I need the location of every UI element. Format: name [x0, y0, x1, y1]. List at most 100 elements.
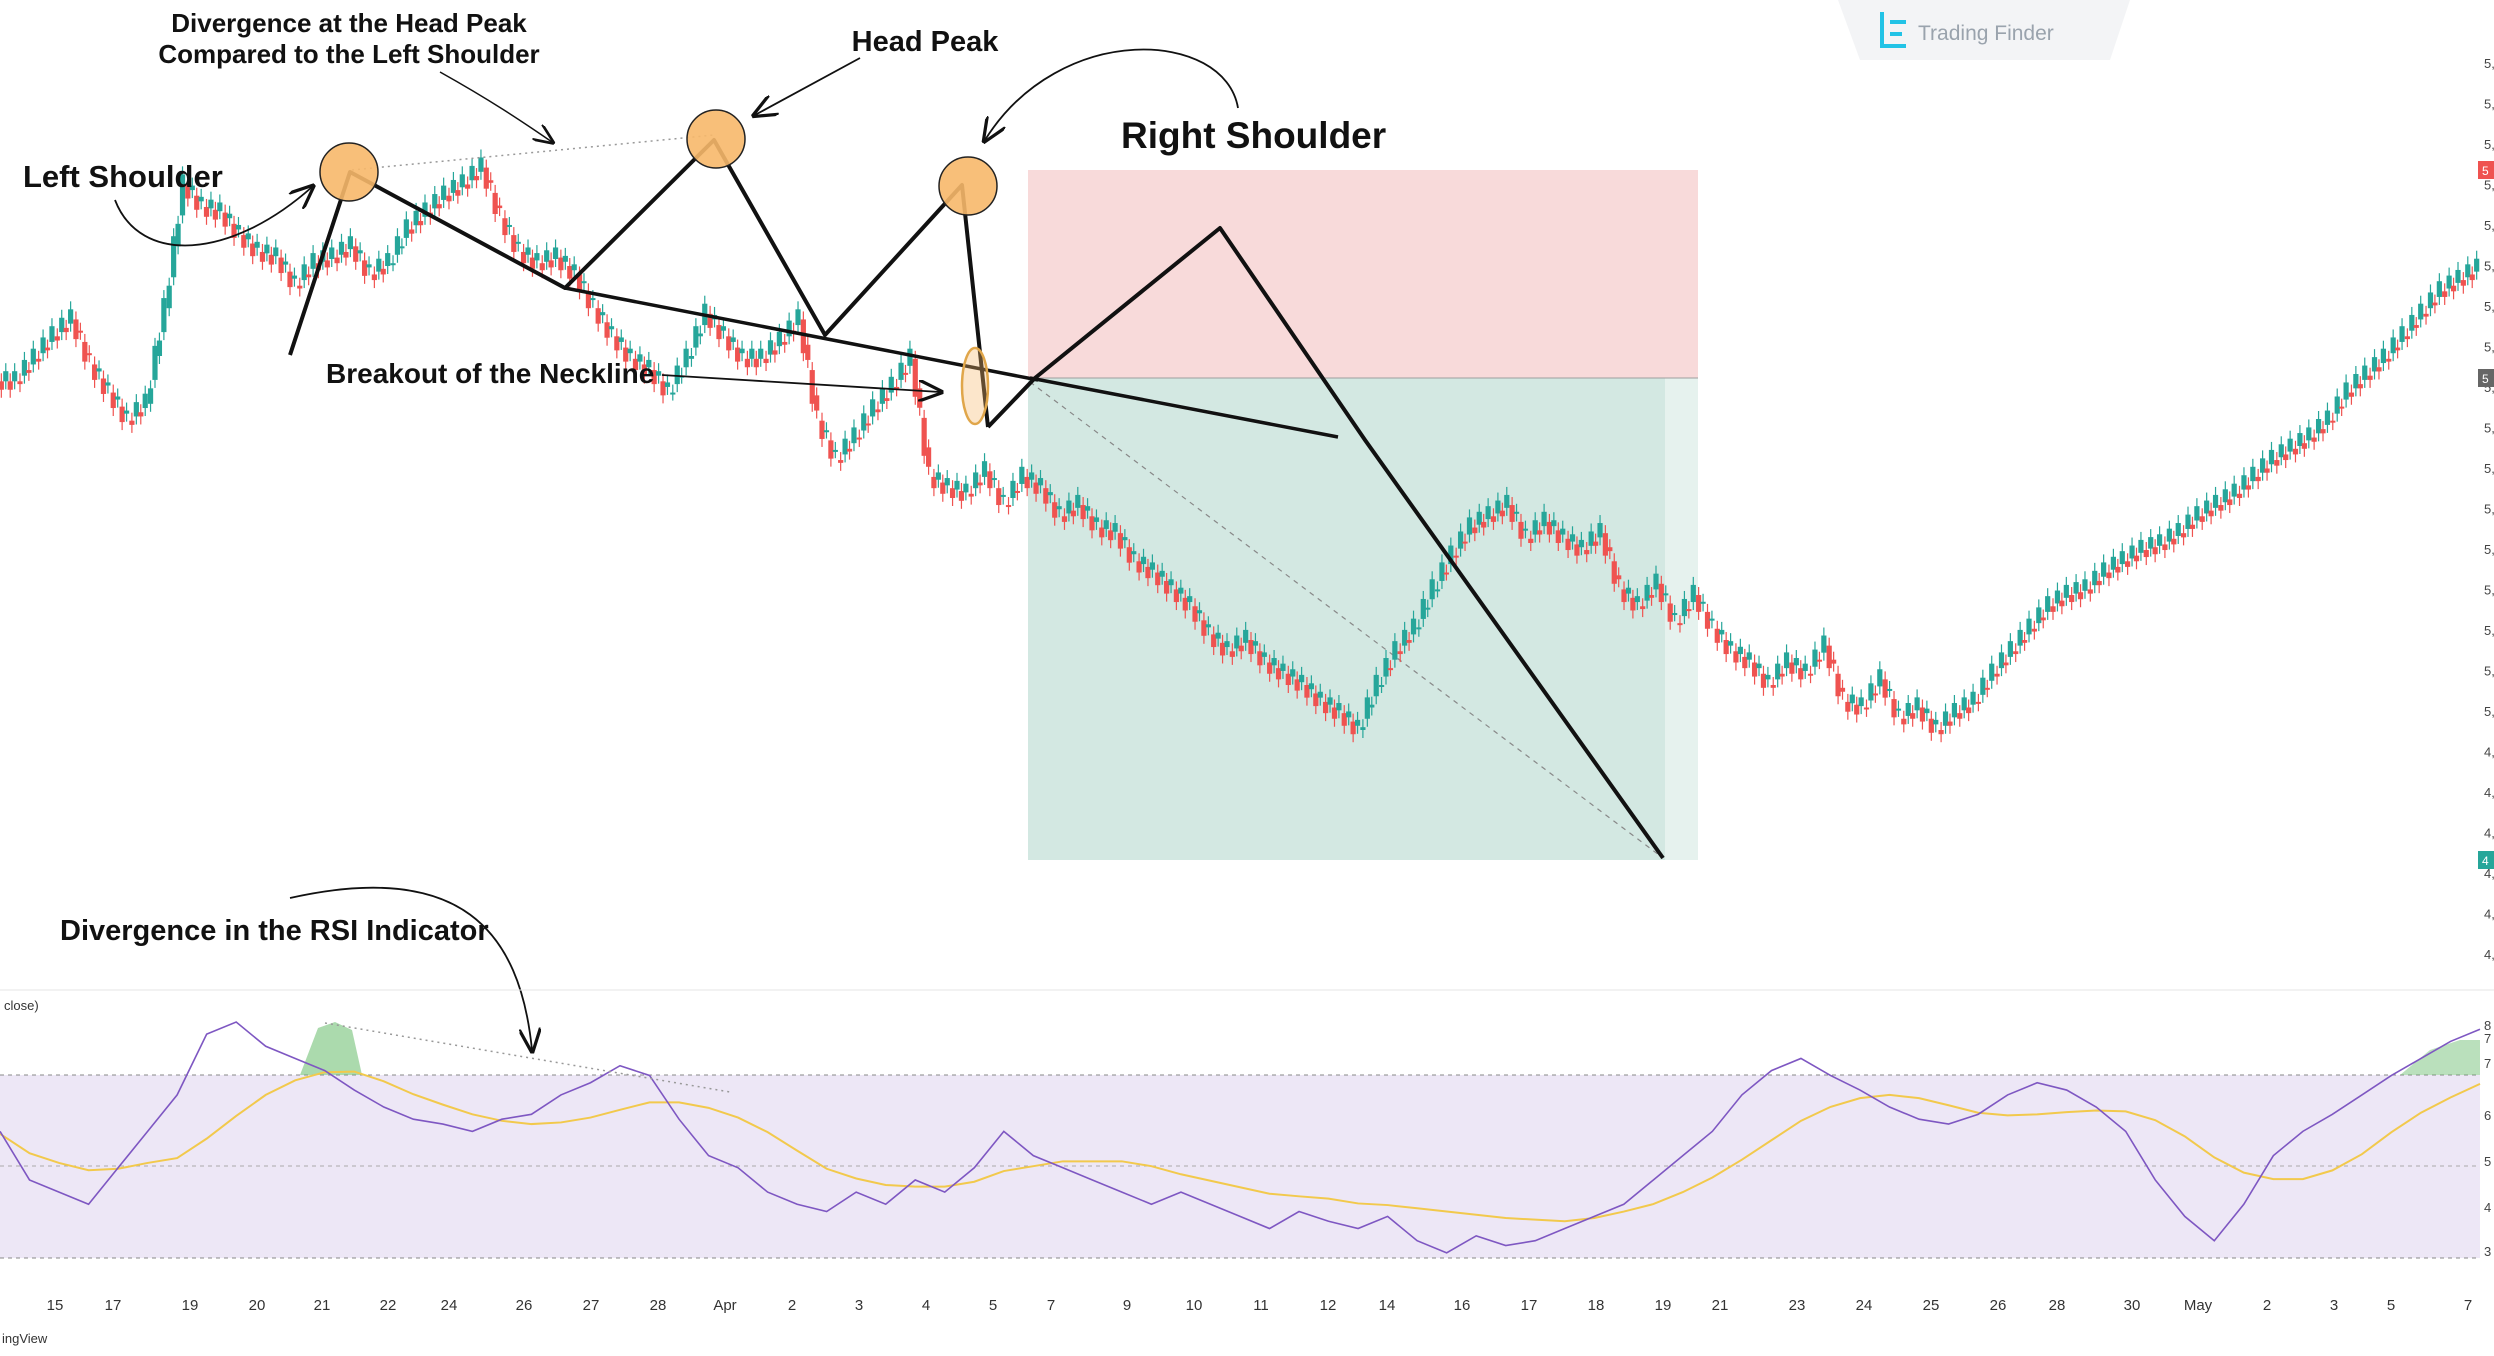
- right-peak-arrow: [985, 48, 1239, 140]
- candle-body: [907, 348, 913, 366]
- time-tick-label: 27: [583, 1297, 600, 1314]
- candle-body: [1019, 466, 1025, 484]
- candle-body: [525, 247, 531, 255]
- candle-body: [2330, 420, 2336, 423]
- candle-body: [1443, 572, 1449, 575]
- candle-body: [2082, 579, 2088, 591]
- time-tick-label: 14: [1379, 1297, 1396, 1314]
- time-tick-label: 12: [1320, 1297, 1337, 1314]
- time-tick-label: 21: [314, 1297, 331, 1314]
- candle-body: [1453, 555, 1459, 558]
- time-tick-label: 24: [441, 1297, 458, 1314]
- divergence-label-line1: Divergence at the Head Peak: [171, 8, 527, 38]
- candle-body: [2092, 570, 2098, 586]
- candle-body: [735, 347, 741, 362]
- candle-body: [1914, 697, 1920, 711]
- time-tick-label: 7: [2464, 1297, 2472, 1314]
- price-tick-label: 4,: [2484, 907, 2494, 922]
- candle-body: [1341, 713, 1347, 726]
- candle-body: [567, 266, 573, 279]
- candle-body: [1574, 544, 1580, 556]
- candle-body: [268, 254, 274, 265]
- price-tick-label: 5,: [2484, 340, 2494, 355]
- candle-body: [1159, 570, 1165, 577]
- candle-body: [2376, 367, 2382, 372]
- candle-body: [716, 325, 722, 340]
- candle-body: [1760, 673, 1767, 688]
- candle-body: [2315, 418, 2322, 434]
- candle-body: [707, 313, 713, 328]
- candle-body: [782, 341, 788, 345]
- candle-body: [1835, 673, 1841, 697]
- candle-body: [800, 319, 806, 354]
- candle-body: [600, 312, 606, 316]
- candle-body: [2446, 275, 2452, 289]
- candle-body: [1910, 713, 1916, 719]
- candle-body: [1499, 510, 1505, 517]
- candle-body: [912, 358, 918, 397]
- time-tick-label: 5: [2387, 1297, 2395, 1314]
- candle-body: [977, 482, 983, 486]
- candle-body: [1933, 719, 1939, 725]
- candle-body: [1126, 547, 1132, 563]
- candle-body: [1690, 584, 1696, 603]
- candle-body: [2339, 406, 2345, 409]
- candle-body: [1541, 511, 1547, 527]
- candle-body: [2077, 592, 2084, 600]
- candle-body: [2115, 566, 2121, 573]
- candle-body: [1984, 687, 1990, 690]
- candle-body: [2031, 628, 2037, 632]
- candle-body: [334, 257, 340, 264]
- candle-body: [651, 370, 657, 385]
- candle-body: [1644, 584, 1650, 601]
- candle-body: [515, 241, 521, 244]
- candle-body: [1420, 598, 1426, 619]
- candle-body: [1947, 721, 1953, 726]
- candle-body: [17, 381, 23, 385]
- price-tick-label: 5,: [2484, 704, 2494, 719]
- candle-body: [954, 480, 960, 490]
- candle-body: [1261, 652, 1267, 657]
- candle-body: [595, 308, 601, 324]
- head-peak-arrow: [755, 57, 861, 115]
- price-tick-label: 4,: [2484, 826, 2494, 841]
- time-tick-label: 9: [1123, 1297, 1131, 1314]
- candle-body: [1173, 589, 1179, 603]
- candle-body: [1112, 523, 1118, 532]
- candle-body: [413, 210, 419, 226]
- candle-body: [1187, 596, 1193, 603]
- candle-body: [823, 430, 830, 433]
- shoulder-divergence-dotted-line: [351, 134, 715, 171]
- candle-body: [2026, 618, 2032, 635]
- candle-body: [455, 190, 461, 196]
- candle-body: [91, 364, 98, 380]
- candle-body: [1243, 629, 1249, 643]
- candle-body: [1099, 527, 1105, 538]
- candle-body: [2045, 596, 2051, 612]
- candle-body: [1061, 516, 1068, 522]
- candle-body: [1313, 693, 1319, 707]
- candle-body: [1854, 704, 1860, 715]
- candle-body: [2399, 326, 2405, 342]
- candle-body: [1029, 472, 1035, 480]
- candle-body: [2306, 427, 2312, 441]
- candle-body: [2241, 475, 2247, 490]
- candle-body: [1700, 601, 1706, 604]
- candle-body: [809, 370, 815, 404]
- candle-body: [166, 285, 172, 309]
- candle-body: [1248, 640, 1254, 655]
- candle-body: [1308, 683, 1314, 690]
- candle-body: [940, 482, 946, 494]
- candle-body: [2320, 429, 2326, 434]
- candle-body: [2287, 438, 2293, 452]
- trading-finder-logo-icon: [1880, 12, 1906, 48]
- candle-body: [96, 368, 102, 372]
- candle-body: [1588, 531, 1594, 546]
- price-tick-label: 5,: [2484, 421, 2494, 436]
- candle-body: [981, 461, 988, 477]
- candle-body: [226, 213, 233, 219]
- candle-body: [1056, 506, 1062, 510]
- candle-body: [2231, 483, 2237, 497]
- candle-body: [2371, 357, 2378, 372]
